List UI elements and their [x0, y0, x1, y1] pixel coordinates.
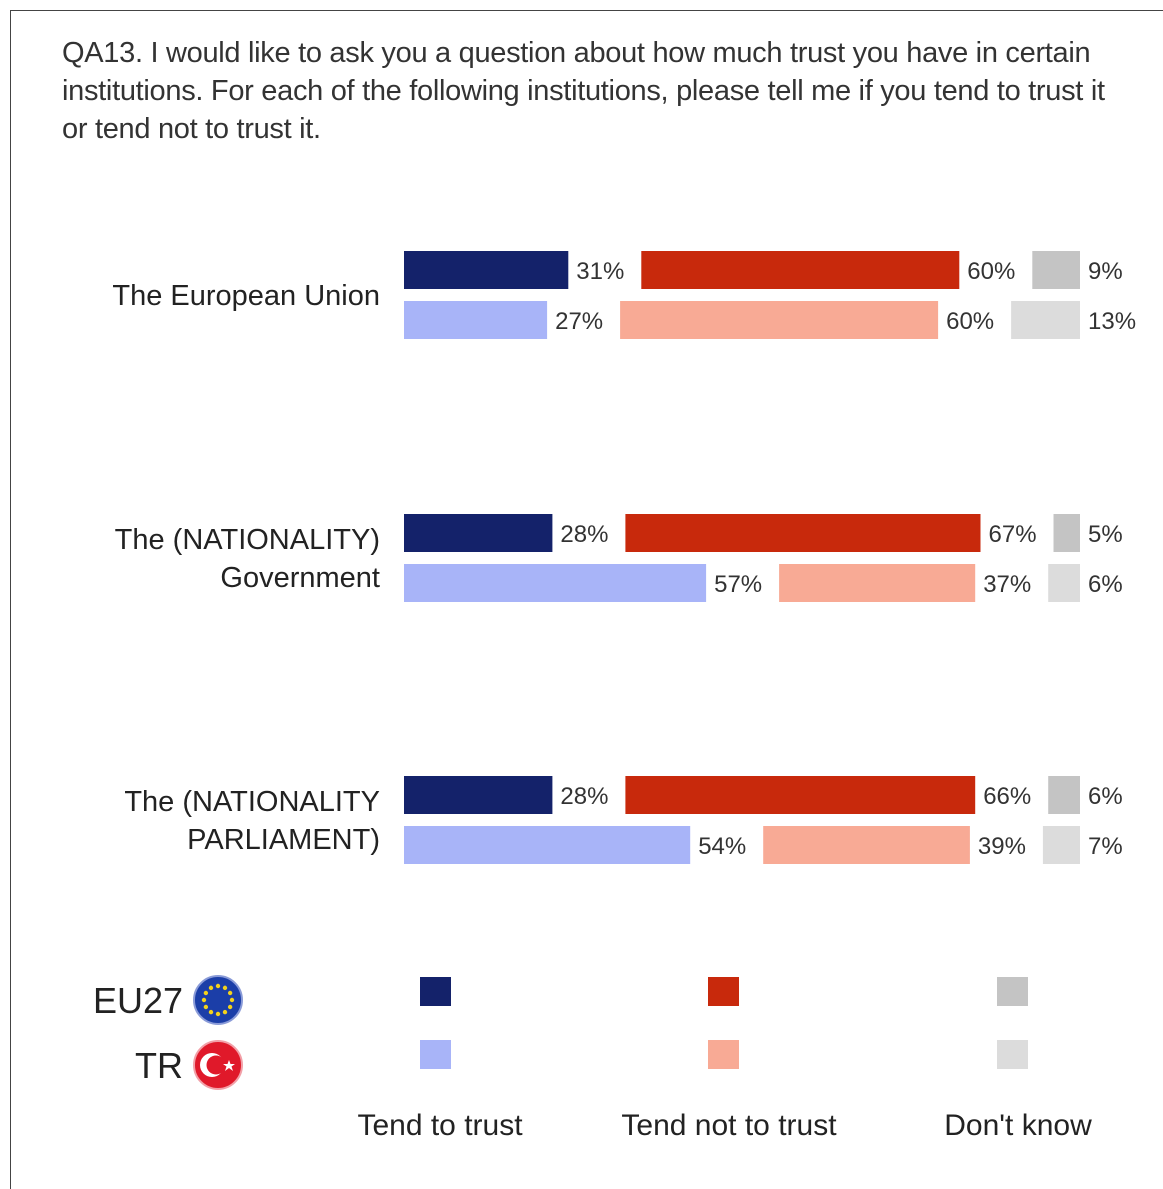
data-label: 37%: [983, 571, 1031, 598]
bar-tr-trust: [404, 564, 707, 602]
legend-swatch-eu27-trust: [420, 977, 451, 1006]
bar-eu27-trust: [404, 251, 569, 289]
bar-eu27-trust: [404, 514, 553, 552]
bar-eu27-not-trust: [641, 251, 960, 289]
data-label: 13%: [1088, 308, 1136, 335]
eu-flag-icon: [193, 975, 243, 1025]
data-label: 28%: [560, 521, 608, 548]
legend-category-label: Tend not to trust: [621, 1109, 837, 1142]
data-label: 27%: [555, 308, 603, 335]
bar-tr-dont-know: [1042, 826, 1080, 864]
bar-tr-not-trust: [779, 564, 976, 602]
category-label: The (NATIONALITY): [115, 524, 380, 556]
bar-eu27-trust: [404, 776, 553, 814]
data-label: 60%: [967, 258, 1015, 285]
data-label: 66%: [983, 783, 1031, 810]
question-text: QA13. I would like to ask you a question…: [62, 37, 1105, 145]
bar-eu27-dont-know: [1032, 251, 1080, 289]
legend-row-label: TR: [135, 1045, 183, 1086]
data-label: 6%: [1088, 783, 1123, 810]
bar-tr-dont-know: [1011, 301, 1080, 339]
data-label: 57%: [714, 571, 762, 598]
bar-tr-trust: [404, 301, 548, 339]
bar-eu27-dont-know: [1053, 514, 1080, 552]
legend-row-label: EU27: [93, 980, 183, 1021]
data-label: 28%: [560, 783, 608, 810]
bar-tr-not-trust: [763, 826, 970, 864]
legend-category-label: Don't know: [944, 1109, 1092, 1142]
bar-eu27-not-trust: [625, 514, 981, 552]
category-label: PARLIAMENT): [187, 824, 380, 856]
data-label: 54%: [698, 833, 746, 860]
category-label: Government: [220, 562, 380, 594]
data-label: 6%: [1088, 571, 1123, 598]
bar-tr-not-trust: [620, 301, 939, 339]
data-label: 31%: [576, 258, 624, 285]
legend-swatch-eu27-dont-know: [997, 977, 1028, 1006]
bar-tr-dont-know: [1048, 564, 1080, 602]
data-label: 5%: [1088, 521, 1123, 548]
legend-swatch-tr-trust: [420, 1040, 451, 1069]
category-label: The European Union: [112, 280, 380, 312]
data-label: 7%: [1088, 833, 1123, 860]
legend-swatch-tr-not-trust: [708, 1040, 739, 1069]
legend-swatch-eu27-not-trust: [708, 977, 739, 1006]
category-label: The (NATIONALITY: [124, 786, 380, 818]
data-label: 39%: [978, 833, 1026, 860]
bar-eu27-dont-know: [1048, 776, 1080, 814]
legend-swatch-tr-dont-know: [997, 1040, 1028, 1069]
chart-frame: [10, 10, 1163, 1189]
bar-tr-trust: [404, 826, 691, 864]
turkey-flag-icon: [193, 1040, 243, 1090]
data-label: 67%: [989, 521, 1037, 548]
data-label: 60%: [946, 308, 994, 335]
bar-eu27-not-trust: [625, 776, 976, 814]
data-label: 9%: [1088, 258, 1123, 285]
legend-category-label: Tend to trust: [357, 1109, 523, 1142]
